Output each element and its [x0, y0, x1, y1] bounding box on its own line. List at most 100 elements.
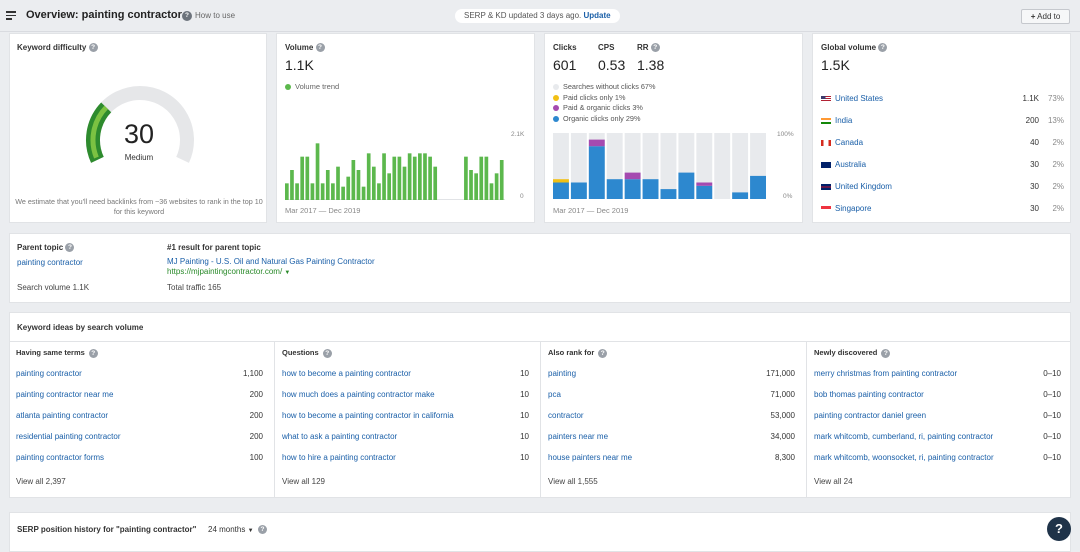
keyword-link[interactable]: pca: [548, 390, 561, 399]
legend-dot-icon: [553, 94, 559, 101]
keyword-column-title: Questions?: [282, 348, 332, 358]
keyword-link[interactable]: mark whitcomb, cumberland, ri, painting …: [814, 432, 994, 441]
legend-dot-icon: [553, 84, 559, 91]
clicks-date-range: Mar 2017 — Dec 2019: [553, 206, 629, 215]
clicks-bar-paid-organic: [624, 172, 641, 180]
global-volume-title: Global volume ?: [821, 43, 888, 53]
volume-bar: [341, 186, 345, 200]
country-row[interactable]: India 200 13%: [821, 116, 1064, 125]
clicks-bar-organic: [660, 189, 677, 199]
country-row[interactable]: Canada 40 2%: [821, 138, 1064, 147]
keyword-link[interactable]: painting contractor: [16, 369, 82, 378]
keyword-link[interactable]: how to become a painting contractor in c…: [282, 411, 454, 420]
country-volume: 1.1K: [1022, 94, 1039, 103]
country-name[interactable]: United States: [835, 94, 884, 103]
sg-flag-icon: [821, 205, 831, 212]
keyword-link[interactable]: how to hire a painting contractor: [282, 453, 396, 462]
legend-dot-icon: [553, 115, 559, 122]
country-name[interactable]: Canada: [835, 138, 864, 147]
view-all-link[interactable]: View all 2,397: [16, 477, 66, 486]
page-title-text: Overview: painting contractor: [26, 9, 182, 21]
global-volume-card: Global volume ? 1.5K United States 1.1K 73…: [812, 33, 1071, 223]
parent-topic-link[interactable]: painting contractor: [17, 258, 83, 267]
volume-bar: [382, 153, 386, 200]
menu-icon[interactable]: [6, 11, 16, 20]
keyword-link[interactable]: contractor: [548, 411, 584, 420]
cps-label: CPS: [598, 43, 615, 52]
country-row[interactable]: United States 1.1K 73%: [821, 94, 1064, 103]
question-icon: ?: [182, 11, 192, 21]
country-name[interactable]: India: [835, 116, 853, 125]
keyword-link[interactable]: atlanta painting contractor: [16, 411, 109, 420]
add-to-button[interactable]: + Add to: [1021, 9, 1070, 24]
volume-bar: [474, 173, 478, 200]
volume-axis-top: 2.1K: [511, 131, 525, 138]
keyword-link[interactable]: merry christmas from painting contractor: [814, 369, 958, 378]
keyword-volume: 200: [249, 432, 263, 441]
country-row[interactable]: Singapore 30 2%: [821, 204, 1064, 213]
keyword-link[interactable]: painting contractor daniel green: [814, 411, 927, 420]
volume-bar: [377, 183, 381, 200]
clicks-label: Clicks: [553, 43, 577, 52]
parent-topic-title: Parent topic ?: [17, 243, 75, 253]
keyword-link[interactable]: house painters near me: [548, 453, 633, 462]
keyword-link[interactable]: mark whitcomb, woonsocket, ri, painting …: [814, 453, 994, 462]
volume-bar: [325, 170, 330, 200]
keyword-link[interactable]: how to become a painting contractor: [282, 369, 411, 378]
in-flag-icon: [821, 117, 831, 124]
uk-flag-icon: [821, 183, 831, 190]
country-name[interactable]: United Kingdom: [835, 182, 892, 191]
us-flag-icon: [821, 95, 831, 102]
help-button[interactable]: ?: [1047, 517, 1071, 541]
global-volume-value: 1.5K: [821, 57, 850, 73]
volume-bar: [371, 166, 376, 200]
keyword-volume: 200: [249, 411, 263, 420]
view-all-link[interactable]: View all 24: [814, 477, 853, 486]
rr-title: RR ?: [637, 43, 660, 53]
keyword-column-title: Newly discovered?: [814, 348, 891, 358]
keyword-link[interactable]: painters near me: [548, 432, 609, 441]
clicks-legend-item: Searches without clicks 67%: [553, 82, 655, 91]
clicks-axis-bottom: 0%: [783, 193, 793, 200]
update-link[interactable]: Update: [583, 11, 611, 20]
clicks-legend-label: Paid clicks only 1%: [563, 92, 626, 102]
country-volume: 30: [1030, 160, 1039, 169]
column-divider: [540, 341, 541, 497]
parent-result-link[interactable]: MJ Painting - U.S. Oil and Natural Gas P…: [167, 257, 375, 266]
volume-bar: [484, 156, 489, 200]
country-name[interactable]: Australia: [835, 160, 867, 169]
clicks-distribution-chart: [553, 133, 766, 199]
question-icon: ?: [322, 348, 332, 358]
keyword-volume: 1,100: [242, 369, 263, 378]
clicks-legend-item: Paid & organic clicks 3%: [553, 103, 643, 112]
volume-bar: [336, 166, 340, 200]
keyword-volume: 71,000: [770, 390, 795, 399]
serp-history-range-select[interactable]: 24 months ▼ ?: [208, 525, 267, 535]
parent-result-url[interactable]: https://mjpaintingcontractor.com/ ▼: [167, 267, 290, 276]
view-all-link[interactable]: View all 129: [282, 477, 325, 486]
country-share: 73%: [1047, 94, 1064, 103]
keyword-link[interactable]: how much does a painting contractor make: [282, 390, 435, 399]
kd-gauge-fill-highlight: [90, 105, 109, 159]
caret-down-icon: ▼: [247, 528, 254, 534]
keyword-link[interactable]: painting contractor near me: [16, 390, 114, 399]
how-to-use-link[interactable]: ? How to use: [182, 11, 235, 21]
keyword-link[interactable]: residential painting contractor: [16, 432, 121, 441]
caret-down-icon: ▼: [284, 270, 291, 276]
volume-bar: [423, 153, 427, 200]
volume-bar: [433, 166, 438, 200]
volume-bar: [397, 156, 402, 200]
volume-bar: [407, 153, 412, 200]
country-row[interactable]: United Kingdom 30 2%: [821, 182, 1064, 191]
keyword-link[interactable]: bob thomas painting contractor: [814, 390, 924, 399]
volume-trend-chart: [285, 143, 505, 200]
volume-bar: [479, 156, 484, 200]
page-title: Overview: painting contractor: [26, 9, 182, 21]
keyword-link[interactable]: painting contractor forms: [16, 453, 105, 462]
clicks-bar-paid-organic: [588, 139, 605, 147]
view-all-link[interactable]: View all 1,555: [548, 477, 598, 486]
keyword-link[interactable]: what to ask a painting contractor: [282, 432, 398, 441]
country-row[interactable]: Australia 30 2%: [821, 160, 1064, 169]
keyword-link[interactable]: painting: [548, 369, 577, 378]
country-name[interactable]: Singapore: [835, 204, 872, 213]
